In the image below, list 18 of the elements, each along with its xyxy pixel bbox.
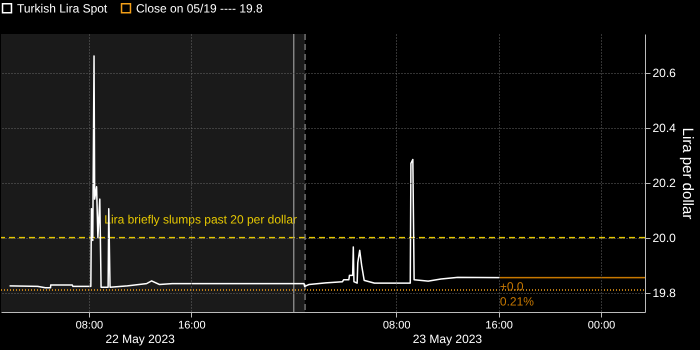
text: 23 May 2023 (412, 332, 482, 346)
annotation: 0.21% (500, 294, 534, 309)
y-tick-label: 19.8 (652, 286, 676, 300)
y-tick-label: 20.6 (652, 66, 676, 80)
x-tick-label: 08:00 (76, 320, 104, 332)
y-tick-label: 20.4 (652, 121, 676, 136)
annotation: +0.0 (500, 280, 524, 294)
x-tick-label: 00:00 (588, 320, 616, 332)
y-tick-label: 20.0 (652, 231, 676, 246)
legend-label: Close on 05/19 ---- 19.8 (136, 1, 264, 16)
y-axis-title: Lira per dollar (678, 128, 696, 220)
x-tick-label: 16:00 (178, 320, 206, 332)
y-tick-label: 20.2 (652, 176, 676, 190)
text: 22 May 2023 (105, 332, 176, 346)
x-tick-label: 08:00 (382, 320, 410, 332)
legend-label: Turkish Lira Spot (17, 1, 108, 16)
x-tick-label: 16:00 (485, 320, 513, 332)
line-series (8, 55, 501, 289)
